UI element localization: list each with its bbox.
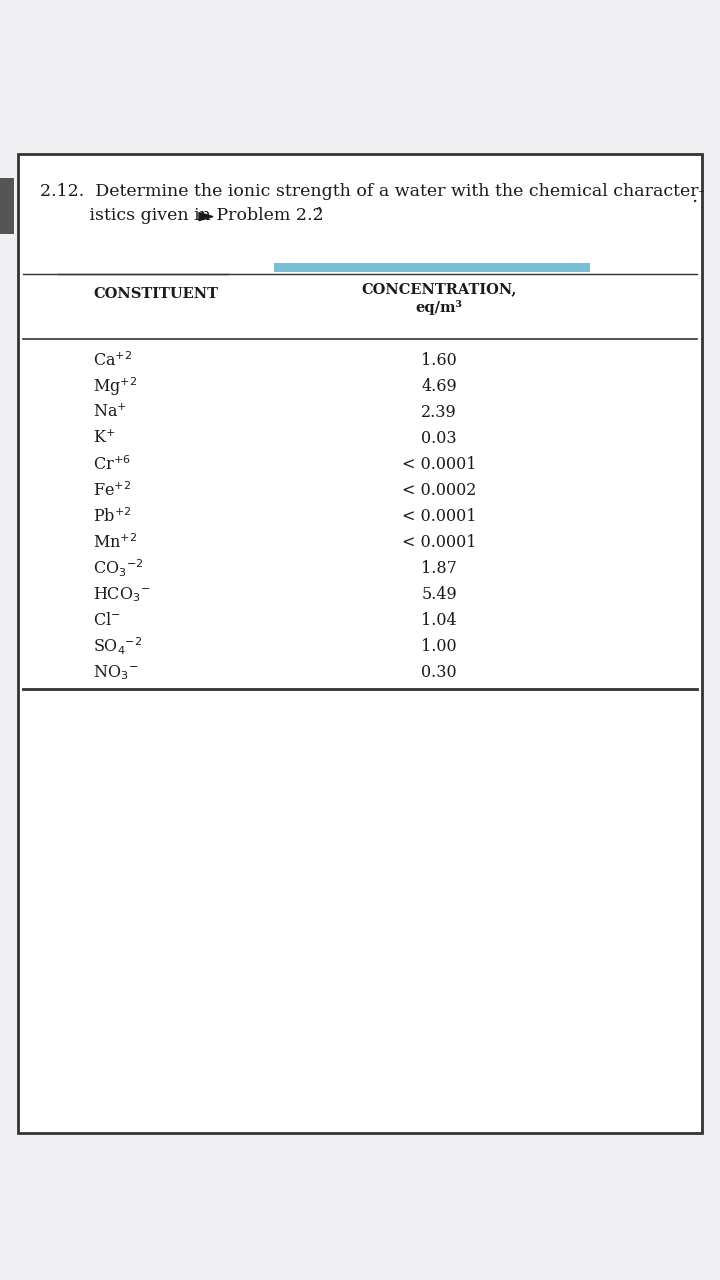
Text: 5.49: 5.49 (421, 586, 457, 603)
Text: Mn$^{+2}$: Mn$^{+2}$ (93, 534, 138, 552)
Text: 1.87: 1.87 (421, 561, 457, 577)
Text: Fe$^{+2}$: Fe$^{+2}$ (93, 481, 131, 500)
Text: Mg$^{+2}$: Mg$^{+2}$ (93, 375, 137, 398)
Text: 0.30: 0.30 (421, 664, 457, 681)
Text: 0.03: 0.03 (421, 430, 457, 447)
Text: .: . (691, 188, 697, 206)
Bar (0, 178, 14, 233)
Text: K$^{+}$: K$^{+}$ (93, 430, 115, 447)
Text: < 0.0001: < 0.0001 (402, 534, 477, 552)
Text: SO$_4$$^{-2}$: SO$_4$$^{-2}$ (93, 636, 143, 658)
Text: Ca$^{+2}$: Ca$^{+2}$ (93, 351, 132, 370)
Text: 1.60: 1.60 (421, 352, 457, 369)
Text: CONSTITUENT: CONSTITUENT (93, 287, 218, 301)
Bar (18, 154, 702, 1133)
Polygon shape (199, 212, 213, 220)
Text: 2.39: 2.39 (421, 404, 457, 421)
Text: eq/m³: eq/m³ (415, 300, 463, 315)
Text: CONCENTRATION,: CONCENTRATION, (361, 283, 517, 297)
Text: Cr$^{+6}$: Cr$^{+6}$ (93, 456, 131, 474)
Text: < 0.0002: < 0.0002 (402, 483, 477, 499)
Text: HCO$_3$$^{-}$: HCO$_3$$^{-}$ (93, 585, 150, 604)
Bar (274, 262, 590, 271)
Text: 1.04: 1.04 (421, 612, 457, 628)
Text: Pb$^{+2}$: Pb$^{+2}$ (93, 507, 132, 526)
Text: 1.00: 1.00 (421, 639, 457, 655)
Text: < 0.0001: < 0.0001 (402, 456, 477, 474)
Text: Cl$^{-}$: Cl$^{-}$ (93, 612, 121, 628)
Text: 4.69: 4.69 (421, 378, 457, 396)
Text: < 0.0001: < 0.0001 (402, 508, 477, 525)
Text: NO$_3$$^{-}$: NO$_3$$^{-}$ (93, 663, 138, 682)
Text: CO$_3$$^{-2}$: CO$_3$$^{-2}$ (93, 558, 143, 580)
Text: Na$^{+}$: Na$^{+}$ (93, 404, 127, 421)
Text: 2.12.  Determine the ionic strength of a water with the chemical character-: 2.12. Determine the ionic strength of a … (40, 183, 704, 200)
Text: istics given in Problem 2.2̂: istics given in Problem 2.2̂ (40, 207, 323, 224)
